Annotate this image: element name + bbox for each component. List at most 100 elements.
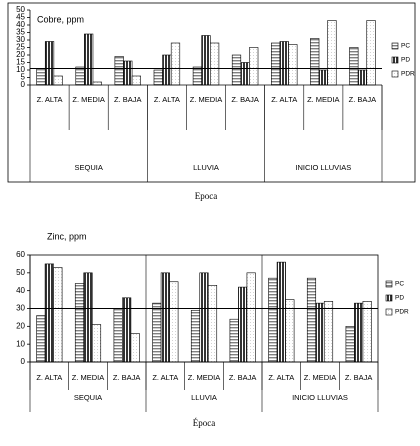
bar <box>271 42 281 86</box>
bar <box>122 297 132 363</box>
legend-swatch <box>391 42 399 50</box>
bar <box>123 60 133 86</box>
bar <box>130 333 140 363</box>
x-tick-label: Z. BAJA <box>113 373 141 382</box>
legend-label: PD <box>401 57 410 64</box>
bar <box>231 54 242 86</box>
bar <box>310 38 320 86</box>
bar <box>268 277 278 363</box>
bar <box>160 272 170 363</box>
bar <box>92 81 102 86</box>
group-label: SEQUIA <box>74 163 102 172</box>
bar <box>53 267 63 363</box>
chart-title: Cobre, ppm <box>37 14 84 24</box>
y-tick-label: 10 <box>16 65 25 74</box>
x-tick-label: Z. ALTA <box>36 373 62 382</box>
y-tick-label: 15 <box>16 58 25 67</box>
bar <box>169 281 179 363</box>
bar <box>246 272 256 363</box>
bar <box>190 309 201 363</box>
bar <box>192 66 202 86</box>
bar <box>249 47 259 86</box>
x-tick-label: Z. BAJA <box>231 95 259 104</box>
y-tick-label: 10 <box>16 339 25 348</box>
y-tick-label: 0 <box>21 80 26 89</box>
legend-swatch <box>385 280 393 288</box>
y-tick-label: 20 <box>16 50 25 59</box>
bar <box>170 42 181 86</box>
bar <box>113 308 123 363</box>
bar <box>36 68 46 86</box>
y-tick-label: 5 <box>21 73 26 82</box>
x-tick-label: Z. ALTA <box>37 95 63 104</box>
legend-swatch <box>391 70 399 78</box>
bar <box>75 66 85 86</box>
x-tick-label: Z. ALTA <box>271 95 297 104</box>
y-tick-label: 45 <box>16 13 25 22</box>
x-tick-label: Z. ALTA <box>152 373 178 382</box>
x-tick-label: Z. MEDIA <box>72 373 105 382</box>
bar <box>238 286 248 363</box>
y-tick-label: 0 <box>21 357 26 366</box>
x-tick-label: Z. BAJA <box>345 373 373 382</box>
bar <box>207 285 218 363</box>
bar <box>366 20 376 86</box>
bar <box>44 263 54 363</box>
legend-label: PD <box>395 295 404 302</box>
bar <box>279 41 289 86</box>
x-tick-label: Z. MEDIA <box>188 373 221 382</box>
y-tick-label: 50 <box>16 5 25 14</box>
group-label: LLUVIA <box>191 393 217 402</box>
y-tick-label: 30 <box>16 35 25 44</box>
bar <box>91 324 102 363</box>
bar <box>362 301 372 363</box>
x-tick-label: Z. MEDIA <box>307 95 340 104</box>
legend-label: PDR <box>401 71 415 78</box>
legend-swatch <box>385 294 393 302</box>
bar <box>276 261 286 363</box>
x-tick-label: Z. BAJA <box>349 95 377 104</box>
bar <box>306 277 317 363</box>
bar <box>53 75 63 86</box>
bar <box>354 302 364 363</box>
x-axis-label: Epoca <box>195 191 218 201</box>
bar <box>83 272 93 363</box>
y-tick-label: 60 <box>16 250 25 259</box>
y-tick-label: 50 <box>16 268 25 277</box>
x-tick-label: Z. BAJA <box>114 95 142 104</box>
bar <box>288 44 298 86</box>
legend-swatch <box>385 308 393 316</box>
bar <box>210 42 220 86</box>
x-tick-label: Z. ALTA <box>268 373 294 382</box>
y-tick-label: 25 <box>16 43 25 52</box>
bar <box>318 69 328 86</box>
bar <box>327 20 337 86</box>
bar <box>44 41 55 86</box>
bar <box>74 283 85 363</box>
legend-label: PC <box>401 43 410 50</box>
legend-swatch <box>391 56 399 64</box>
chart-title: Zinc, ppm <box>47 231 87 241</box>
bar <box>153 69 163 86</box>
y-tick-label: 35 <box>16 28 25 37</box>
legend-label: PC <box>395 281 404 288</box>
bar <box>152 302 162 363</box>
x-axis-label: Época <box>193 418 216 428</box>
bar <box>357 69 368 86</box>
bar <box>36 315 46 363</box>
x-tick-label: Z. BAJA <box>229 373 257 382</box>
bar <box>240 62 250 86</box>
y-tick-label: 20 <box>16 321 25 330</box>
bar <box>84 33 94 86</box>
y-tick-label: 30 <box>16 304 25 313</box>
group-label: INICIO LLUVIAS <box>292 393 348 402</box>
chart-frame <box>7 2 416 183</box>
x-tick-label: Z. ALTA <box>154 95 180 104</box>
bar <box>229 318 239 363</box>
bar <box>131 75 141 86</box>
bar <box>162 54 172 86</box>
bar <box>323 301 334 363</box>
legend-label: PDR <box>395 309 409 316</box>
